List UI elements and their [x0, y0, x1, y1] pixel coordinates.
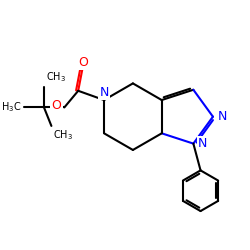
- Text: O: O: [52, 99, 62, 112]
- Text: N: N: [198, 137, 207, 150]
- Text: O: O: [78, 56, 88, 69]
- Text: H$_3$C: H$_3$C: [2, 100, 22, 114]
- Text: N: N: [218, 110, 227, 123]
- Text: N: N: [100, 86, 109, 99]
- Text: CH$_3$: CH$_3$: [46, 70, 66, 84]
- Text: CH$_3$: CH$_3$: [53, 129, 73, 142]
